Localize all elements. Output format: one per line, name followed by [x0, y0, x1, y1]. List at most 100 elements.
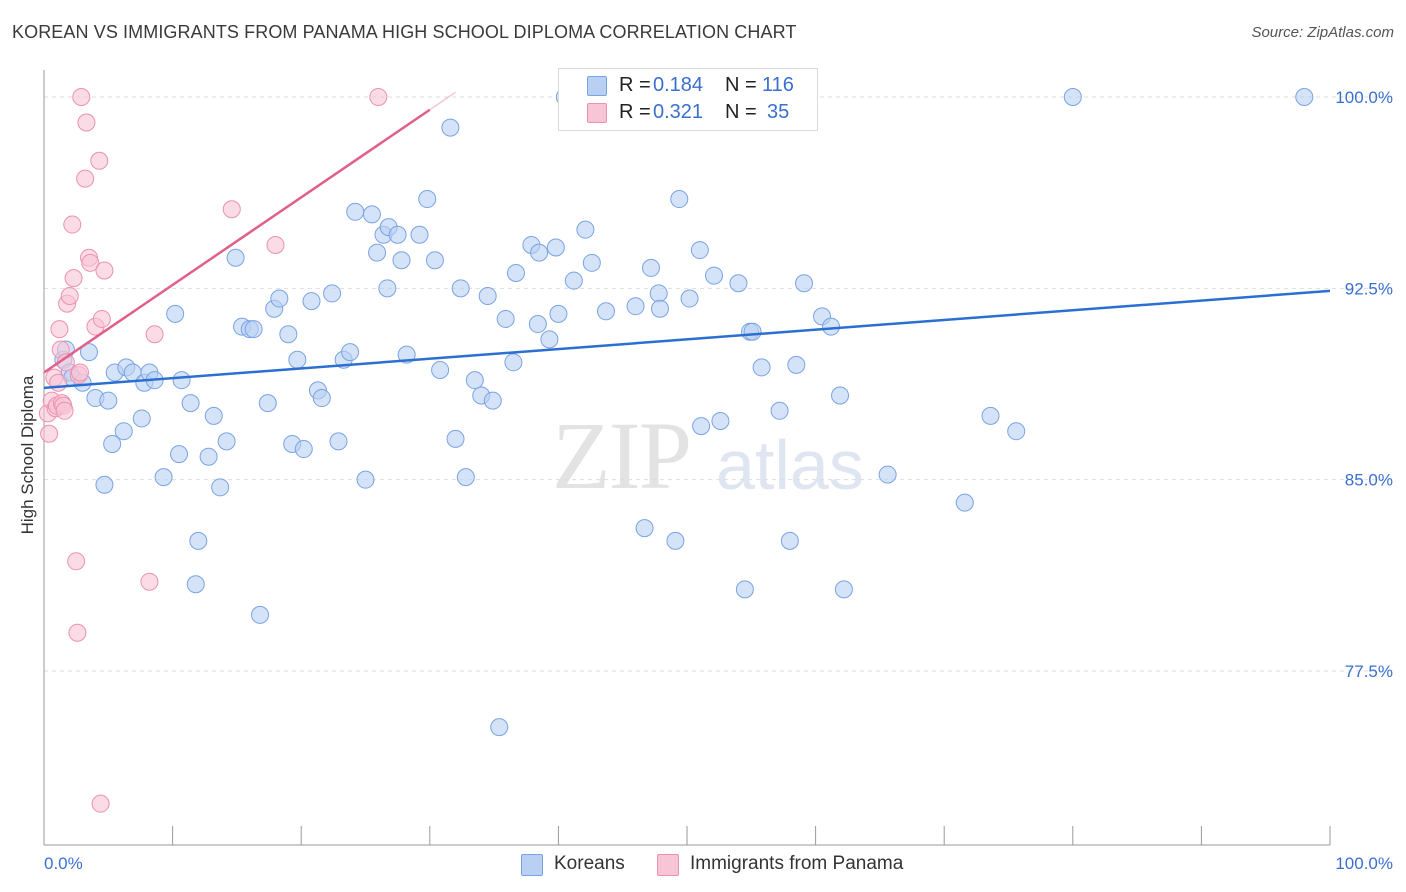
korean-point [186, 575, 205, 594]
korean-point [172, 371, 191, 390]
korean-point [302, 292, 321, 311]
koreans-legend-swatch [521, 854, 543, 876]
korean-point [692, 417, 711, 436]
korean-point [244, 320, 263, 339]
korean-point [670, 190, 689, 209]
panama-point [222, 200, 241, 219]
korean-point [490, 718, 509, 737]
panama-trend-extension [429, 91, 456, 111]
panama-swatch [587, 103, 607, 123]
korean-point [955, 493, 974, 512]
n-label: N = [725, 74, 757, 96]
korean-point [451, 279, 470, 298]
korean-point [596, 302, 615, 321]
korean-point [650, 299, 669, 318]
korean-point [368, 243, 387, 262]
korean-point [392, 251, 411, 270]
korean-point [1007, 422, 1026, 441]
korean-point [549, 304, 568, 323]
korean-point [735, 580, 754, 599]
korean-point [103, 434, 122, 453]
panama-point [77, 113, 96, 132]
koreans-legend-label: Koreans [554, 853, 625, 874]
panama-point [68, 623, 87, 642]
korean-point [418, 190, 437, 209]
chart-title: KOREAN VS IMMIGRANTS FROM PANAMA HIGH SC… [12, 22, 797, 42]
korean-point [770, 401, 789, 420]
korean-point [114, 422, 133, 441]
n-label: N = [725, 101, 757, 123]
korean-point [1295, 88, 1314, 106]
panama-point [90, 151, 109, 170]
korean-point [270, 289, 289, 308]
korean-point [822, 317, 841, 336]
korean-point [189, 531, 208, 550]
korean-point [641, 258, 660, 277]
korean-point [362, 205, 381, 224]
korean-point [323, 284, 342, 303]
x-tick-label: 0.0% [44, 854, 83, 873]
korean-point [465, 371, 484, 390]
panama-trend-line [43, 108, 431, 374]
korean-point [199, 447, 218, 466]
korean-point [154, 468, 173, 487]
r-label: R = [619, 74, 651, 96]
koreans-swatch [587, 76, 607, 96]
panama-point [369, 88, 388, 106]
korean-point [780, 531, 799, 550]
korean-point [680, 289, 699, 308]
korean-point [690, 241, 709, 260]
korean-point [166, 304, 185, 323]
stats-row-koreans: R = 0.184 N = 116 [559, 73, 817, 99]
korean-point [504, 353, 523, 372]
korean-point [132, 409, 151, 428]
watermark-atlas: atlas [716, 426, 864, 504]
korean-point [981, 406, 1000, 425]
panama-point [49, 373, 68, 392]
korean-point [729, 274, 748, 293]
panama-legend-swatch [657, 854, 679, 876]
korean-point [217, 432, 236, 451]
y-tick-label: 77.5% [1345, 662, 1393, 681]
korean-point [478, 286, 497, 305]
korean-point [528, 315, 547, 334]
korean-point [99, 391, 118, 410]
korean-point [752, 358, 771, 377]
series-legend: Koreans Immigrants from Panama [0, 852, 1406, 878]
korean-point [312, 389, 331, 408]
korean-point [181, 394, 200, 413]
korean-point [743, 322, 762, 341]
korean-point [626, 297, 645, 316]
panama-point [140, 572, 159, 591]
panama-point [63, 215, 82, 234]
korean-point [251, 605, 270, 624]
korean-point [787, 355, 806, 374]
korean-point [711, 411, 730, 430]
n-value: 35 [767, 101, 790, 123]
korean-point [834, 580, 853, 599]
korean-point [441, 118, 460, 137]
korean-point [496, 309, 515, 328]
stats-row-panama: R = 0.321 N = 35 [559, 100, 817, 126]
korean-point [341, 343, 360, 362]
panama-point [64, 269, 83, 288]
korean-point [294, 440, 313, 459]
korean-point [530, 243, 549, 262]
korean-point [446, 429, 465, 448]
panama-point [55, 401, 74, 420]
korean-point [483, 391, 502, 410]
korean-point [831, 386, 850, 405]
korean-point [204, 406, 223, 425]
korean-point [795, 274, 814, 293]
korean-point [456, 468, 475, 487]
korean-point [666, 531, 685, 550]
r-value: 0.184 [653, 74, 704, 96]
korean-point [540, 330, 559, 349]
panama-point [60, 286, 79, 305]
korean-point [288, 350, 307, 369]
korean-point [356, 470, 375, 489]
y-tick-label: 92.5% [1345, 279, 1393, 298]
korean-point [80, 343, 99, 362]
korean-point [564, 271, 583, 290]
stats-legend: R = 0.184 N = 116 R = 0.321 N = 35 [558, 68, 818, 131]
